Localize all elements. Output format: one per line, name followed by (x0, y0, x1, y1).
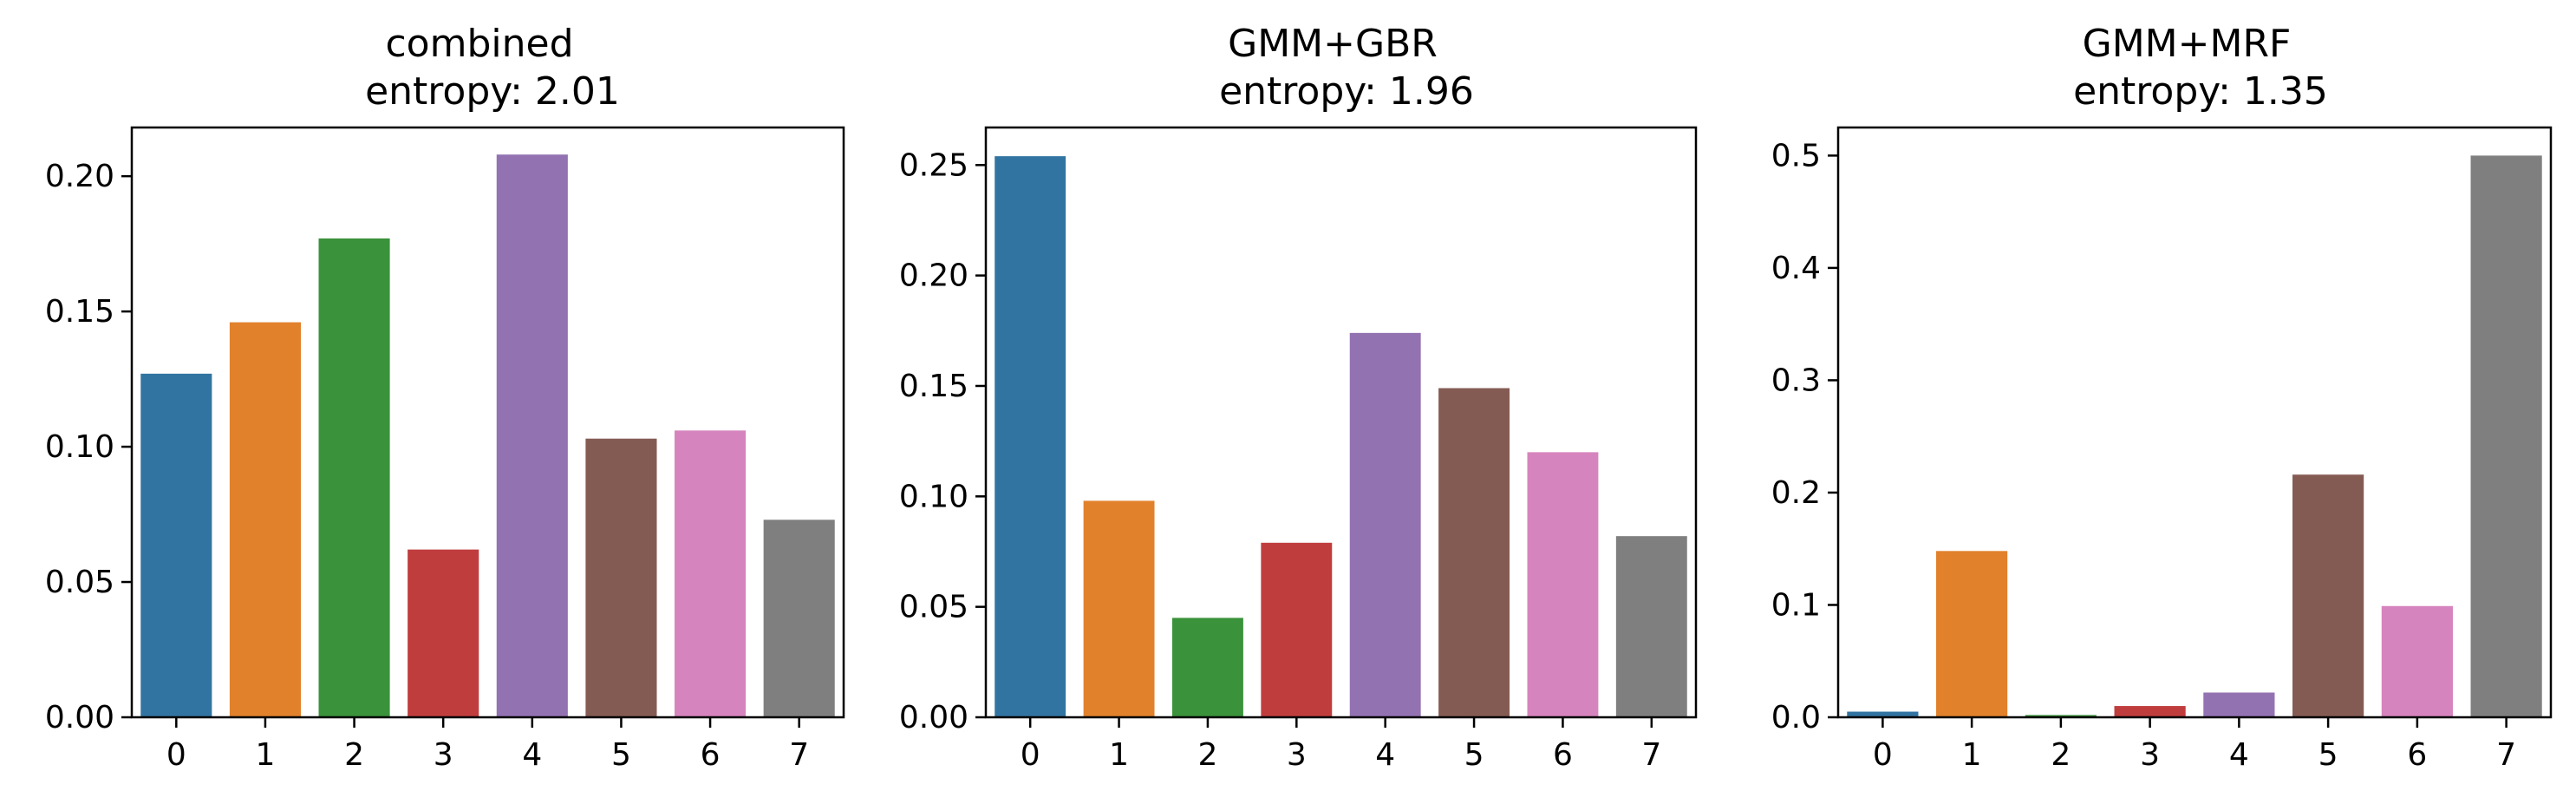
bar-5 (1438, 388, 1510, 717)
x-tick-label: 1 (1962, 737, 1982, 773)
bar-1 (1936, 551, 2008, 717)
bar-5 (2292, 474, 2364, 717)
x-tick-label: 3 (2140, 737, 2160, 773)
bar-0 (140, 373, 212, 717)
y-tick-label: 0.05 (899, 590, 968, 625)
chart-panel-gmm-gbr: GMM+GBR entropy: 1.96 0.00 0.05 0.10 0.15 0.… (899, 22, 1698, 773)
x-tick-label: 5 (2318, 737, 2338, 773)
y-tick-label: 0.15 (899, 369, 968, 404)
bar-1 (1083, 500, 1155, 717)
x-tick-label: 1 (255, 737, 275, 773)
y-tick-label: 0.3 (1771, 363, 1821, 398)
bar-4 (1349, 332, 1421, 717)
x-tick-label: 0 (1873, 737, 1893, 773)
x-tick-label: 5 (1464, 737, 1484, 773)
x-tick-label: 6 (2407, 737, 2427, 773)
bar-6 (1527, 452, 1599, 717)
plot-frame (130, 126, 845, 719)
bar-3 (408, 549, 479, 717)
x-tick-label: 6 (1553, 737, 1573, 773)
x-tick-label: 3 (434, 737, 453, 773)
y-tick-label: 0.25 (899, 147, 968, 183)
x-tick-label: 6 (701, 737, 721, 773)
bar-7 (763, 520, 835, 717)
chart-subtitle: entropy: 2.01 (365, 69, 620, 114)
y-tick-label: 0.5 (1771, 138, 1821, 173)
y-tick-label: 0.10 (899, 479, 968, 514)
y-tick-label: 0.00 (899, 700, 968, 735)
bar-7 (1615, 536, 1687, 717)
bar-2 (2025, 715, 2097, 717)
bar-4 (496, 154, 568, 718)
x-tick-label: 0 (166, 737, 186, 773)
bar-2 (1171, 618, 1243, 717)
chart-subtitle: entropy: 1.35 (2073, 69, 2328, 114)
x-tick-label: 4 (2229, 737, 2249, 773)
bar-5 (585, 438, 657, 717)
chart-panel-combined: combined entropy: 2.01 0.00 0.05 0.10 0.15 0… (45, 22, 845, 773)
x-tick-label: 4 (522, 737, 542, 773)
x-tick-label: 3 (1287, 737, 1307, 773)
bar-2 (318, 238, 390, 718)
y-tick-label: 0.10 (45, 429, 114, 465)
y-tick-label: 0.20 (899, 258, 968, 294)
bar-3 (1261, 542, 1333, 717)
y-tick-label: 0.00 (45, 700, 114, 735)
x-tick-label: 5 (611, 737, 631, 773)
x-tick-label: 7 (2496, 737, 2516, 773)
x-tick-label: 1 (1109, 737, 1129, 773)
plot-frame (984, 126, 1698, 719)
bar-6 (675, 430, 747, 717)
plot-frame (1836, 126, 2553, 719)
x-tick-label: 2 (1197, 737, 1217, 773)
bar-3 (2114, 706, 2186, 717)
chart-title: GMM+GBR (1228, 22, 1438, 66)
y-tick-label: 0.0 (1771, 700, 1821, 735)
y-tick-label: 0.4 (1771, 251, 1821, 286)
chart-title: GMM+MRF (2083, 22, 2292, 66)
y-tick-label: 0.2 (1771, 475, 1821, 511)
x-tick-label: 2 (344, 737, 364, 773)
bar-1 (229, 322, 301, 717)
x-tick-label: 7 (1641, 737, 1661, 773)
x-tick-label: 4 (1375, 737, 1395, 773)
bar-4 (2203, 692, 2275, 717)
x-tick-label: 7 (789, 737, 809, 773)
x-tick-label: 0 (1021, 737, 1040, 773)
chart-subtitle: entropy: 1.96 (1219, 69, 1474, 114)
chart-title: combined (385, 22, 573, 66)
y-tick-label: 0.05 (45, 565, 114, 600)
y-tick-label: 0.15 (45, 294, 114, 330)
bar-0 (995, 156, 1066, 717)
x-tick-label: 2 (2051, 737, 2071, 773)
bar-6 (2381, 605, 2453, 717)
bar-7 (2470, 155, 2542, 717)
chart-panel-gmm-mrf: GMM+MRF entropy: 1.35 0.0 0.1 0.2 0.3 0.4 0.5… (1771, 22, 2553, 773)
y-tick-label: 0.1 (1771, 587, 1821, 623)
y-tick-label: 0.20 (45, 159, 114, 194)
bar-0 (1847, 711, 1919, 717)
